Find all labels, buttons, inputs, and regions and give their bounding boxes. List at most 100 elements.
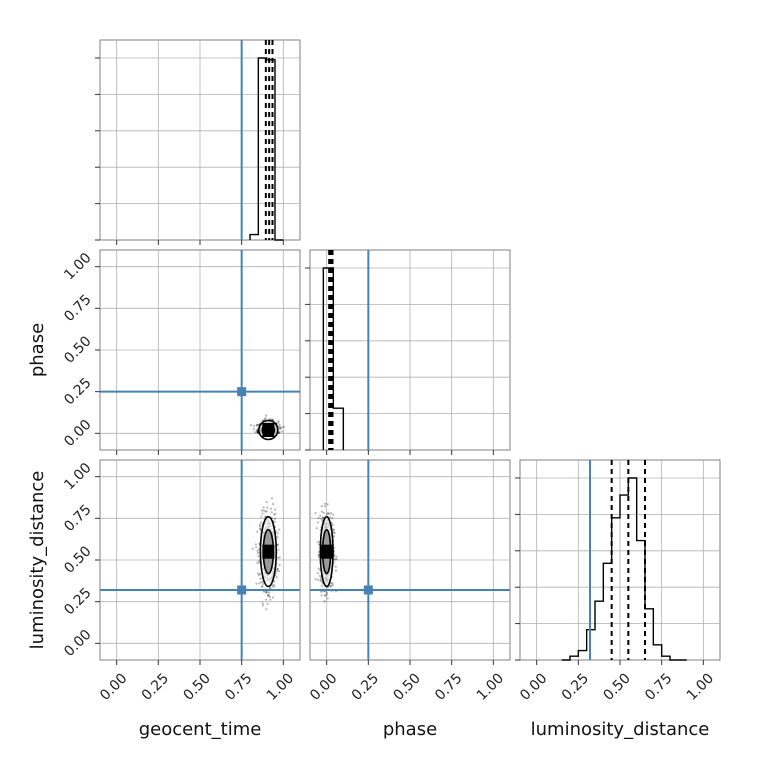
sample-point bbox=[276, 536, 279, 539]
sample-point bbox=[269, 507, 273, 510]
sample-point bbox=[260, 515, 263, 518]
sample-point bbox=[325, 591, 329, 594]
sample-point bbox=[258, 525, 262, 528]
2d-panel-phase-luminosity_distance: 0.00 0.25 0.50 0.75 1.00 bbox=[307, 459, 511, 704]
sample-point bbox=[332, 528, 335, 531]
sample-point bbox=[267, 594, 270, 597]
sample-point bbox=[267, 594, 271, 597]
sample-points bbox=[249, 414, 286, 441]
sample-point bbox=[277, 432, 281, 435]
sample-point bbox=[329, 585, 332, 588]
sample-point bbox=[258, 527, 262, 530]
sample-point bbox=[315, 527, 318, 530]
sample-point bbox=[259, 528, 262, 531]
sample-point bbox=[255, 423, 259, 426]
x-tick-label: 0.50 bbox=[180, 670, 213, 703]
sample-point bbox=[276, 567, 279, 571]
sample-point bbox=[283, 425, 286, 428]
sample-point bbox=[264, 591, 267, 594]
sample-point bbox=[249, 424, 253, 427]
x-tick-label: 0.50 bbox=[600, 670, 633, 703]
sample-point bbox=[264, 417, 267, 420]
2d-panel-geocent_time-luminosity_distance: 0.000.250.500.751.000.00 0.25 0.50 0.75 1.00 bbox=[61, 459, 301, 704]
sample-point bbox=[319, 514, 322, 517]
y-tick-label: 0.75 bbox=[61, 502, 94, 535]
sample-point bbox=[277, 548, 280, 552]
sample-point bbox=[256, 423, 260, 426]
y-tick-label: 0.50 bbox=[61, 543, 94, 576]
sample-point bbox=[329, 511, 333, 515]
truth-marker bbox=[363, 585, 373, 595]
sample-point bbox=[277, 556, 280, 559]
sample-point bbox=[256, 431, 259, 434]
sample-point bbox=[331, 523, 334, 527]
sample-point bbox=[278, 556, 281, 559]
x-tick-label: 0.75 bbox=[222, 670, 255, 703]
sample-point bbox=[261, 585, 264, 588]
sample-point bbox=[260, 580, 263, 584]
sample-point bbox=[275, 576, 278, 579]
sample-point bbox=[256, 551, 260, 555]
y-tick-label: 0.50 bbox=[61, 333, 94, 366]
sample-point bbox=[317, 578, 320, 581]
sample-point bbox=[273, 513, 276, 516]
sample-point bbox=[265, 591, 268, 594]
sample-point bbox=[259, 577, 262, 580]
sample-point bbox=[265, 598, 268, 601]
sample-point bbox=[326, 503, 329, 506]
sample-point bbox=[331, 517, 334, 520]
sample-point bbox=[255, 428, 258, 432]
x-tick-label: 0.25 bbox=[349, 670, 382, 703]
sample-point bbox=[320, 584, 323, 587]
sample-point bbox=[251, 547, 254, 550]
sample-point bbox=[271, 583, 274, 587]
truth-marker bbox=[237, 387, 247, 397]
sample-point bbox=[273, 520, 276, 523]
sample-point bbox=[320, 594, 323, 597]
sample-point bbox=[276, 567, 279, 571]
y-tick-label: 0.00 bbox=[61, 417, 94, 450]
sample-point bbox=[323, 600, 326, 603]
sample-point bbox=[253, 431, 257, 434]
y-tick-label: 0.25 bbox=[61, 585, 94, 618]
sample-point bbox=[316, 572, 319, 575]
sample-points bbox=[314, 502, 338, 603]
sample-point bbox=[322, 516, 325, 519]
sample-point bbox=[272, 502, 275, 506]
sample-point bbox=[270, 511, 273, 514]
sample-point bbox=[332, 513, 335, 516]
hist-panel-luminosity_distance: 0.00 0.25 0.50 0.75 1.00 bbox=[515, 459, 721, 704]
sample-point bbox=[258, 582, 261, 585]
sample-point bbox=[314, 511, 317, 515]
sample-point bbox=[335, 558, 338, 561]
histogram-luminosity_distance bbox=[561, 477, 687, 661]
sample-point bbox=[322, 511, 325, 514]
sample-point bbox=[320, 510, 324, 513]
sample-point bbox=[278, 430, 281, 434]
sample-point bbox=[278, 427, 282, 430]
sample-point bbox=[276, 532, 279, 535]
sample-point bbox=[319, 578, 322, 582]
sample-point bbox=[264, 417, 267, 421]
sample-point bbox=[256, 430, 259, 433]
y-tick-label: 0.75 bbox=[61, 292, 94, 325]
sample-point bbox=[266, 602, 269, 606]
sample-point bbox=[262, 506, 265, 509]
x-tick-label: 0.75 bbox=[642, 670, 675, 703]
sample-point bbox=[330, 582, 333, 585]
sample-point bbox=[272, 585, 275, 588]
sample-point bbox=[323, 502, 327, 505]
sample-point bbox=[333, 531, 336, 535]
y-tick-label: 1.00 bbox=[61, 460, 94, 493]
sample-point bbox=[265, 414, 268, 417]
sample-point bbox=[274, 512, 277, 515]
sample-point bbox=[260, 585, 264, 588]
sample-point bbox=[321, 516, 325, 519]
sample-point bbox=[317, 567, 320, 570]
sample-point bbox=[271, 418, 274, 421]
sample-point bbox=[323, 505, 327, 508]
sample-point bbox=[327, 512, 331, 515]
x-tick-label: 0.75 bbox=[432, 670, 465, 703]
sample-point bbox=[266, 506, 269, 509]
